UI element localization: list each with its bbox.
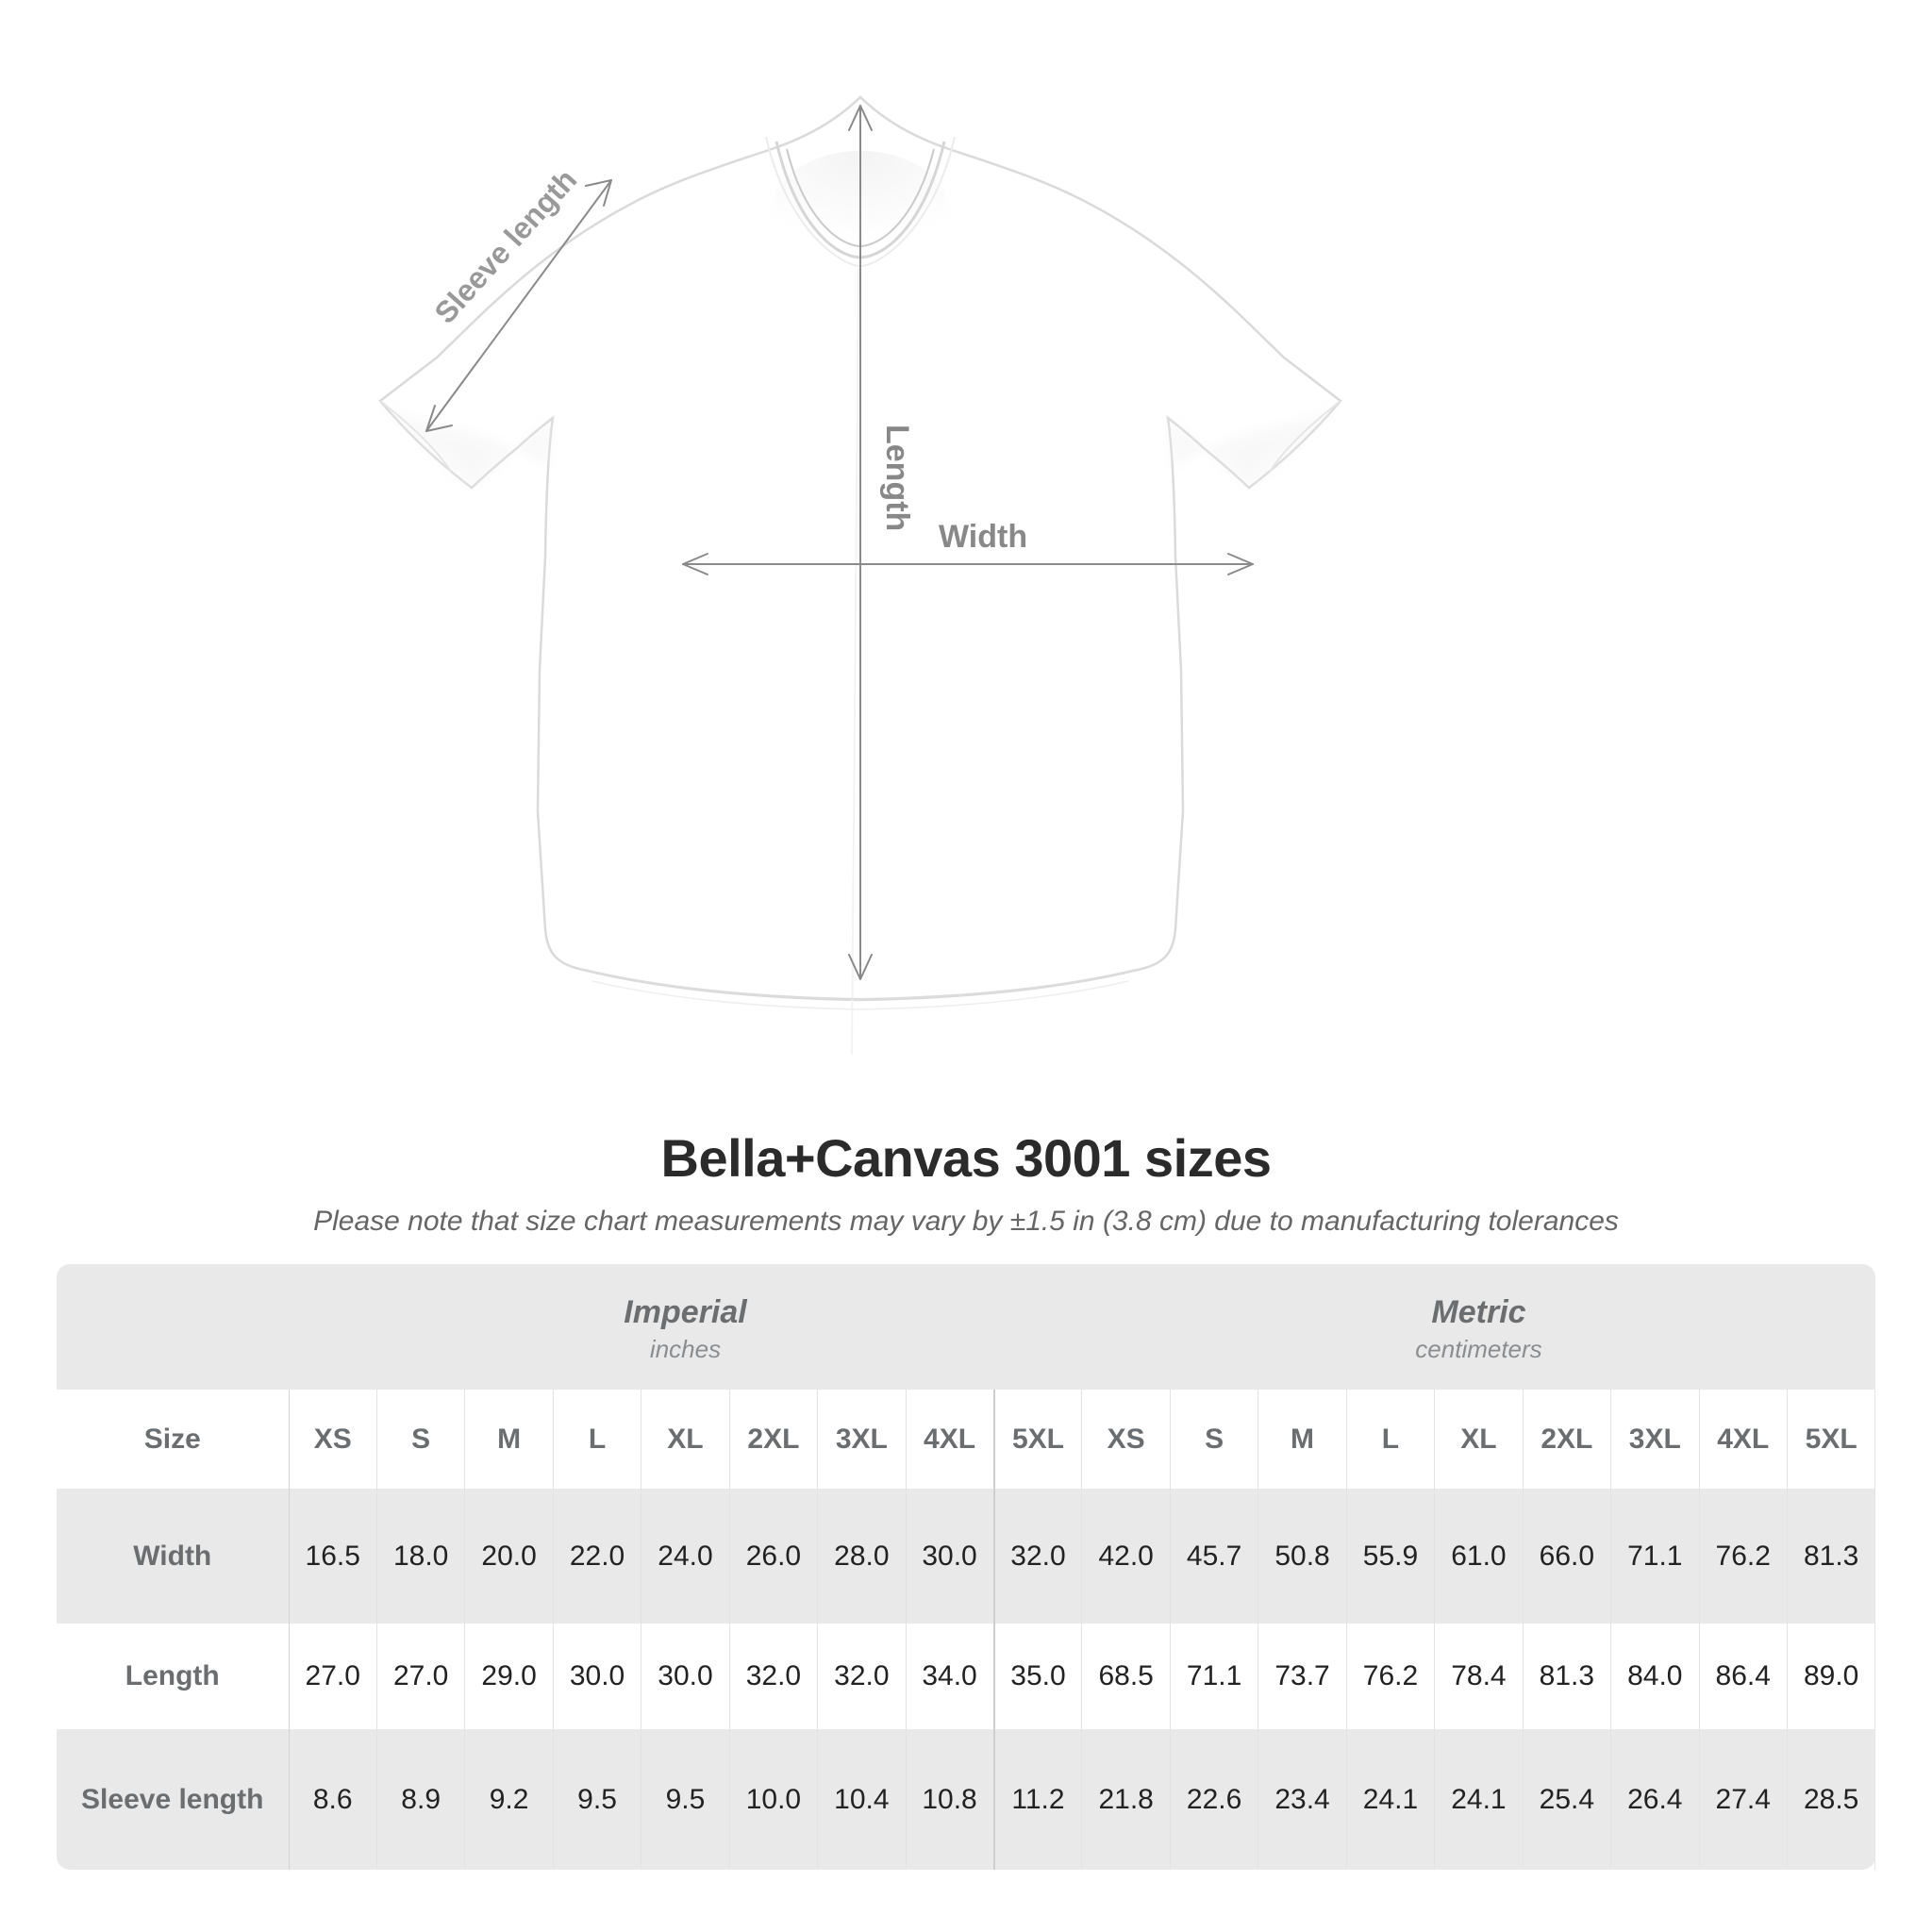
svg-text:Width: Width [939, 519, 1027, 555]
svg-text:Length: Length [879, 425, 915, 531]
